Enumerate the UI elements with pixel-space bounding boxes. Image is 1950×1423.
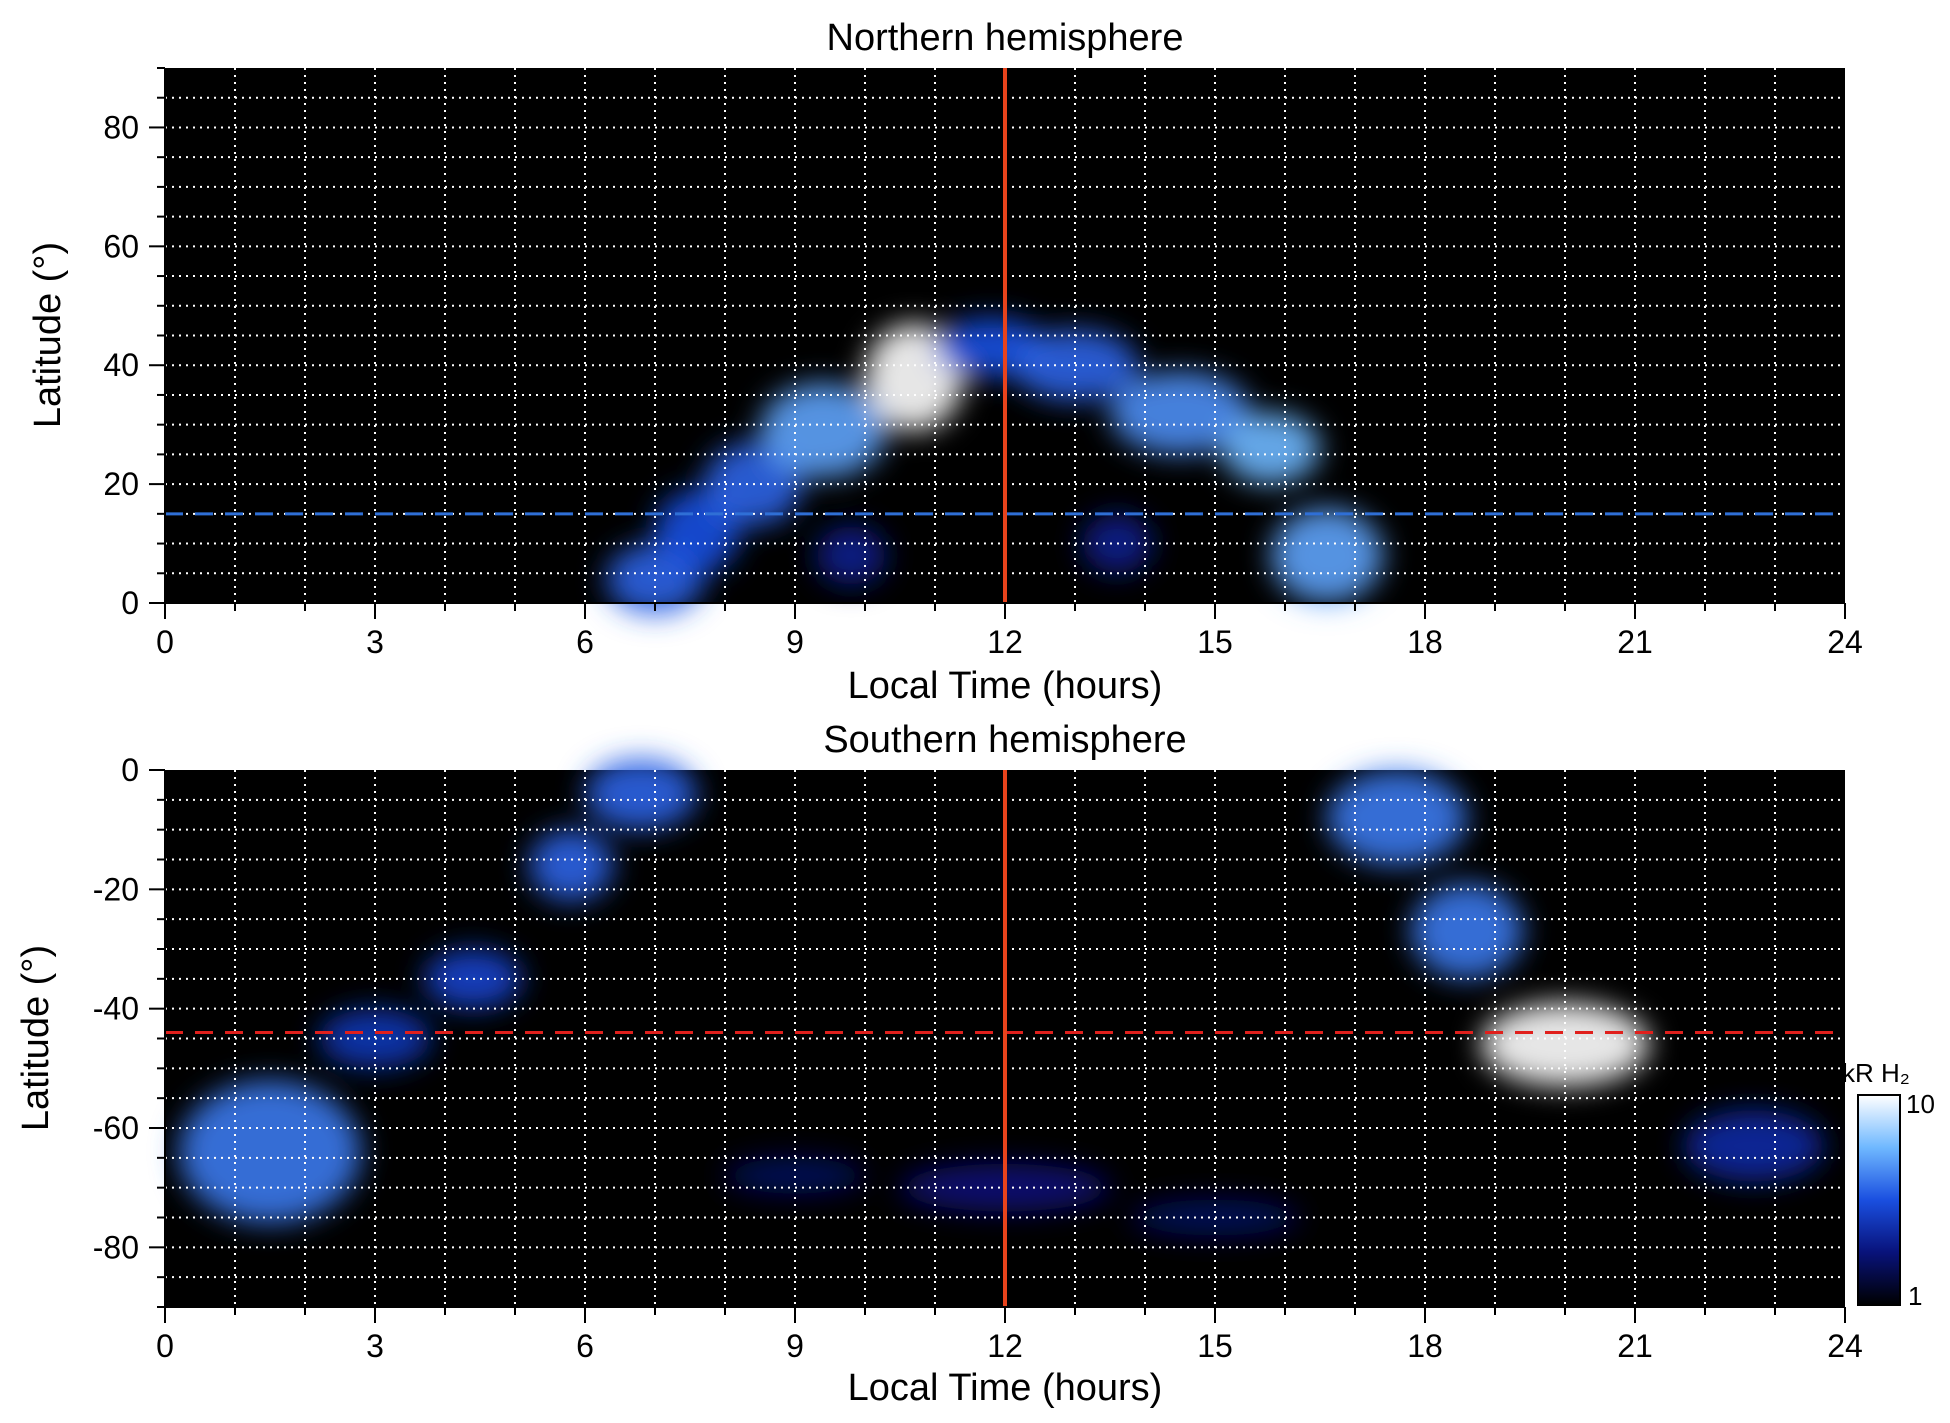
- emission-region: [179, 1080, 361, 1224]
- colorbar-min-label: 1: [1908, 1281, 1922, 1311]
- emission-region: [1222, 412, 1320, 485]
- x-tick-label: 12: [987, 1328, 1023, 1364]
- x-tick-label: 15: [1197, 1328, 1233, 1364]
- x-tick-label: 24: [1827, 1328, 1863, 1364]
- y-tick-label: 40: [103, 347, 139, 383]
- emission-region: [725, 1157, 865, 1194]
- emission-region: [585, 758, 697, 830]
- y-tick-label: -40: [93, 991, 139, 1027]
- emission-region: [760, 383, 886, 479]
- colorbar: kR H₂ 10 1: [1842, 1058, 1935, 1311]
- x-tick-label: 6: [576, 1328, 594, 1364]
- emission-layer-north: [606, 317, 1383, 615]
- x-tick-label: 3: [366, 1328, 384, 1364]
- y-tick-label: 80: [103, 109, 139, 145]
- colorbar-label: kR H₂: [1842, 1058, 1910, 1088]
- y-tick-label: 0: [121, 585, 139, 621]
- x-tick-label: 18: [1407, 1328, 1443, 1364]
- emission-region: [1411, 883, 1523, 979]
- x-tick-label: 24: [1827, 624, 1863, 660]
- x-tick-label: 21: [1617, 624, 1653, 660]
- axes-north: 0 3 6 9 12 15 18 21 24 0 20 40 60 80: [103, 67, 1863, 660]
- x-tick-label: 12: [987, 624, 1023, 660]
- x-axis-label-south: Local Time (hours): [848, 1367, 1163, 1409]
- x-tick-label: 6: [576, 624, 594, 660]
- colorbar-gradient: [1857, 1094, 1901, 1306]
- y-tick-label: -80: [93, 1229, 139, 1265]
- emission-region: [529, 829, 613, 902]
- y-tick-label: 20: [103, 466, 139, 502]
- panel-south: Southern hemisphere 0 3 6 9 12 15 18 21 24 0 -20 -4…: [15, 719, 1863, 1409]
- emission-region: [1327, 770, 1467, 866]
- x-tick-label: 9: [786, 624, 804, 660]
- y-tick-label: -60: [93, 1110, 139, 1146]
- x-tick-label: 3: [366, 624, 384, 660]
- x-tick-label: 9: [786, 1328, 804, 1364]
- chart-title-north: Northern hemisphere: [827, 17, 1184, 59]
- grid-north: [165, 68, 1845, 603]
- x-tick-label: 21: [1617, 1328, 1653, 1364]
- y-tick-label: -20: [93, 871, 139, 907]
- panel-north: Northern hemisphere 0 3 6 9 12 15 18 21 24 0 20 40 6…: [27, 17, 1863, 707]
- chart-title-south: Southern hemisphere: [823, 719, 1186, 761]
- emission-region: [1271, 507, 1383, 603]
- x-tick-label: 0: [156, 1328, 174, 1364]
- colorbar-max-label: 10: [1906, 1089, 1935, 1119]
- x-axis-label-north: Local Time (hours): [848, 665, 1163, 707]
- y-axis-label-north: Latitude (°): [27, 242, 69, 428]
- y-axis-label-south: Latitude (°): [15, 945, 57, 1131]
- x-tick-label: 18: [1407, 624, 1443, 660]
- axes-south: 0 3 6 9 12 15 18 21 24 0 -20 -40 -60 -80: [93, 752, 1863, 1364]
- y-tick-label: 0: [121, 752, 139, 788]
- y-tick-label: 60: [103, 228, 139, 264]
- emission-region: [816, 525, 886, 586]
- x-tick-label: 15: [1197, 624, 1233, 660]
- x-tick-label: 0: [156, 624, 174, 660]
